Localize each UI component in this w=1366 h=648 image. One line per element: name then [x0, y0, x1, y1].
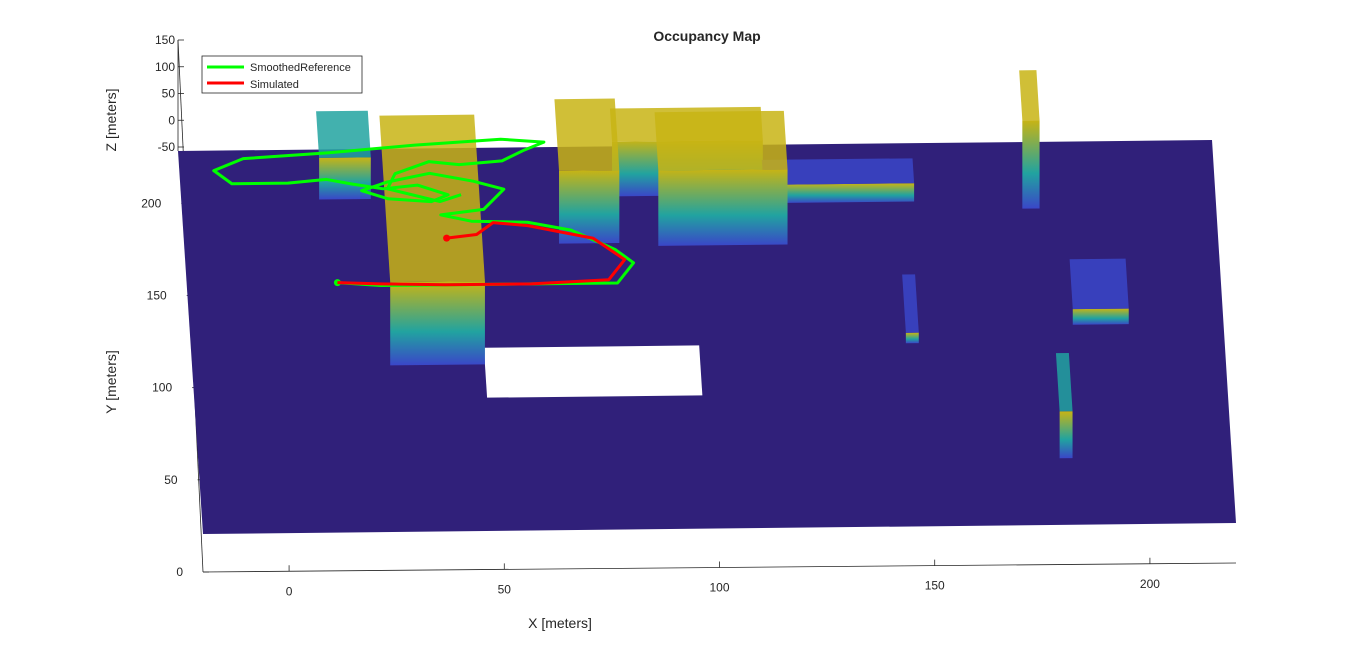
x-tick-label: 100	[709, 581, 729, 595]
obstacle-front-face	[1072, 308, 1129, 325]
z-tick-label: 0	[168, 113, 175, 127]
obstacle-top-face	[554, 98, 620, 171]
path-simulated	[337, 221, 627, 287]
z-axis-label: Z [meters]	[103, 88, 119, 151]
x-tick-label: 150	[925, 579, 945, 593]
y-tick-label: 150	[147, 288, 167, 302]
y-tick-label: 0	[176, 565, 183, 579]
obstacle-front-face	[1059, 411, 1073, 459]
chart-title: Occupancy Map	[653, 28, 760, 44]
free-region	[483, 345, 703, 398]
obstacle-front-face	[319, 157, 371, 200]
y-tick-label: 50	[164, 473, 178, 487]
start-marker-simulated	[443, 234, 451, 242]
legend[interactable]: SmoothedReference Simulated	[201, 55, 363, 94]
y-tick-label: 100	[152, 381, 172, 395]
x-tick-label: 200	[1140, 577, 1160, 591]
legend-label-smoothedreference: SmoothedReference	[250, 62, 351, 74]
z-tick-label: 50	[162, 87, 176, 101]
x-tick-label: 0	[286, 584, 293, 598]
path-layer	[212, 137, 636, 287]
obstacle-front-face	[905, 332, 919, 344]
obstacle-top-face	[316, 110, 371, 158]
obstacle-top-face	[1055, 353, 1073, 412]
legend-box	[201, 55, 363, 94]
y-axis-label: Y [meters]	[103, 350, 119, 414]
z-tick-label: 100	[155, 60, 175, 74]
obstacle-front-face	[763, 183, 915, 204]
obstacle-top-face	[1019, 70, 1040, 121]
obstacle-front-face	[1022, 120, 1040, 209]
z-tick-label: -50	[158, 140, 176, 154]
obstacle-top-face	[654, 110, 788, 171]
x-tick-label: 50	[498, 582, 512, 596]
obstacle-front-face	[559, 170, 620, 244]
z-tick-label: 150	[155, 33, 175, 47]
obstacle-front-face	[658, 169, 788, 246]
obstacle-front-face	[390, 281, 485, 366]
legend-label-simulated: Simulated	[250, 79, 299, 91]
obstacle-top-face	[902, 274, 919, 333]
axes-layer: 0 50 100 150 200 0 50 100 150 200 -50 0 50 100 150	[141, 33, 1237, 598]
path-smoothedreference	[212, 137, 636, 287]
obstacle-top-face	[761, 158, 915, 185]
obstacle-top-face	[1069, 258, 1129, 310]
x-axis-label: X [meters]	[528, 615, 592, 631]
y-tick-label: 200	[141, 196, 161, 210]
